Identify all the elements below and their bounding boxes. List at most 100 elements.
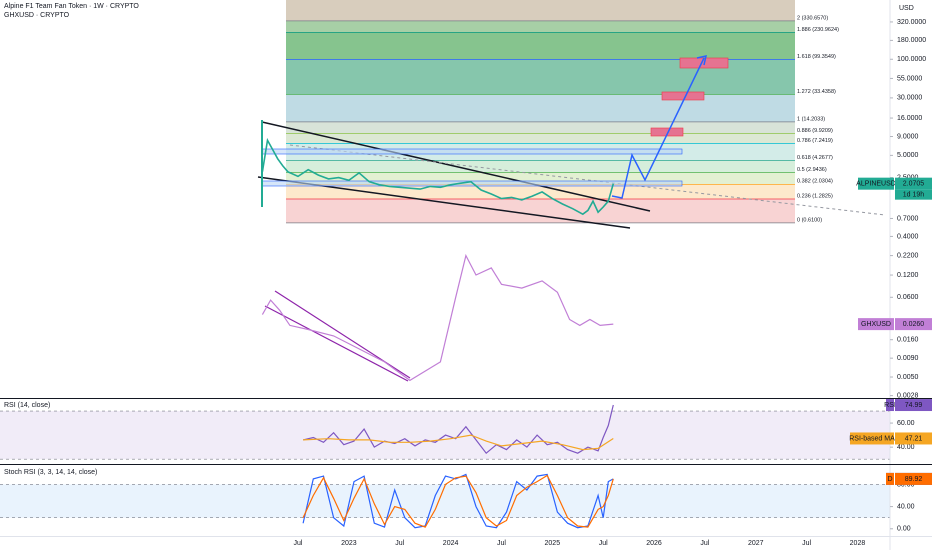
y-tick-label: 0.0090: [897, 355, 919, 362]
projection-arrow: [611, 57, 705, 199]
last-value-box: [895, 432, 932, 445]
x-tick-label: Jul: [294, 540, 303, 547]
fib-zone: [286, 199, 795, 223]
last-value-box: [895, 472, 932, 485]
x-tick-label: Jul: [802, 540, 811, 547]
chart-subtitle: GHXUSD · CRYPTO: [4, 12, 70, 19]
y-tick-label: 100.0000: [897, 56, 926, 63]
last-value-box: [895, 177, 932, 190]
series-name: RSI-based MA: [849, 435, 895, 442]
fib-zone: [286, 20, 795, 33]
last-value-box: [895, 318, 932, 331]
x-tick-label: 2028: [850, 540, 866, 547]
y-tick-label: 0.0050: [897, 374, 919, 381]
y-tick-label: 180.0000: [897, 37, 926, 44]
last-value: 89.92: [905, 476, 923, 483]
series-line: [302, 404, 614, 455]
series-name: ALPINEUSD: [856, 181, 896, 188]
series-name-box: [858, 177, 894, 190]
y-tick-label: 0.4000: [897, 233, 919, 240]
fib-zone: [286, 172, 795, 185]
y-tick-label: 60.00: [897, 420, 915, 427]
fib-label: 1.618 (99.3549): [797, 54, 836, 60]
y-tick-label: 5.0000: [897, 152, 919, 159]
y-tick-label: 0.0600: [897, 294, 919, 301]
series-line: [303, 434, 614, 451]
fib-zone: [286, 121, 795, 134]
currency-label: USD: [899, 5, 914, 12]
fib-zone: [286, 133, 795, 144]
y-tick-label: 0.00: [897, 526, 911, 533]
fib-label: 0.886 (9.9209): [797, 128, 833, 134]
last-value: 47.21: [905, 435, 923, 442]
x-tick-label: 2026: [646, 540, 662, 547]
background-layer: 0 (0.6100) 0.236 (1.2825) 0.382 (2.0304) 0.…: [0, 0, 890, 518]
x-tick-label: Jul: [599, 540, 608, 547]
pane-title: RSI (14, close): [4, 402, 50, 409]
channel-line: [264, 305, 409, 382]
x-tick-label: Jul: [700, 540, 709, 547]
pane-title: Stoch RSI (3, 3, 14, 14, close): [4, 469, 97, 476]
series-line: [261, 253, 614, 382]
series-name-box: [886, 399, 894, 412]
y-tick-label: 40.00: [897, 503, 915, 510]
y-tick-label: 9.0000: [897, 133, 919, 140]
arrow-head: [696, 55, 707, 66]
fib-label: 2 (330.6570): [797, 15, 828, 21]
y-tick-label: 30.0000: [897, 95, 922, 102]
y-tick-label: 0.7000: [897, 215, 919, 222]
x-tick-label: Jul: [497, 540, 506, 547]
series-line: [261, 137, 615, 216]
x-tick-label: 2023: [341, 540, 357, 547]
fib-zone: [286, 32, 795, 60]
fib-label: 0.5 (2.9436): [797, 167, 827, 173]
series-name: D: [887, 476, 892, 483]
series-name-box: [850, 432, 894, 445]
series-name: GHXUSD: [861, 321, 891, 328]
series-name-box: [886, 472, 894, 485]
foreground-layer: Jul 2023 Jul 2024 Jul 2025 Jul 2026 Jul 2027 Jul 20…: [261, 19, 932, 547]
fib-zone: [286, 0, 795, 21]
y-tick-label: 0.1200: [897, 272, 919, 279]
series-name: RSI: [884, 402, 896, 409]
fib-label: 1 (14.2033): [797, 116, 825, 122]
last-value: 0.0260: [903, 321, 925, 328]
x-tick-label: 2024: [443, 540, 459, 547]
last-value: 74.99: [905, 402, 923, 409]
y-tick-label: 0.2200: [897, 252, 919, 259]
y-tick-label: 55.0000: [897, 75, 922, 82]
trend-line: [289, 144, 886, 216]
fib-label: 0 (0.6100): [797, 217, 822, 223]
fib-label: 0.382 (2.0304): [797, 179, 833, 185]
x-tick-label: 2027: [748, 540, 764, 547]
x-tick-label: 2025: [545, 540, 561, 547]
series-name-box: [858, 318, 894, 331]
band-fill: [0, 484, 890, 518]
fib-label: 1.272 (33.4358): [797, 89, 836, 95]
last-value: 2.0705: [903, 181, 925, 188]
y-tick-label: 0.0028: [897, 392, 919, 399]
y-tick-label: 0.0160: [897, 337, 919, 344]
channel-line: [261, 121, 651, 212]
last-value-box: [895, 399, 932, 412]
y-tick-label: 16.0000: [897, 115, 922, 122]
series-line: [302, 473, 614, 529]
series-line: [302, 474, 614, 528]
chart-title: Alpine F1 Team Fan Token · 1W · CRYPTO: [4, 3, 139, 10]
y-tick-label: 320.0000: [897, 19, 926, 26]
countdown-box: [895, 189, 932, 200]
countdown: 1d 19h: [903, 192, 925, 199]
fib-zone: [286, 94, 795, 122]
x-tick-label: Jul: [395, 540, 404, 547]
zone: [261, 148, 683, 155]
fib-label: 0.618 (4.2677): [797, 155, 833, 161]
channel-line: [274, 290, 411, 379]
fib-label: 1.886 (230.9624): [797, 27, 839, 33]
fib-label: 0.236 (1.2825): [797, 193, 833, 199]
fib-label: 0.786 (7.2419): [797, 138, 833, 144]
fib-zone: [286, 160, 795, 173]
y-tick-label: 40.00: [897, 444, 915, 451]
target-box: [661, 91, 705, 101]
